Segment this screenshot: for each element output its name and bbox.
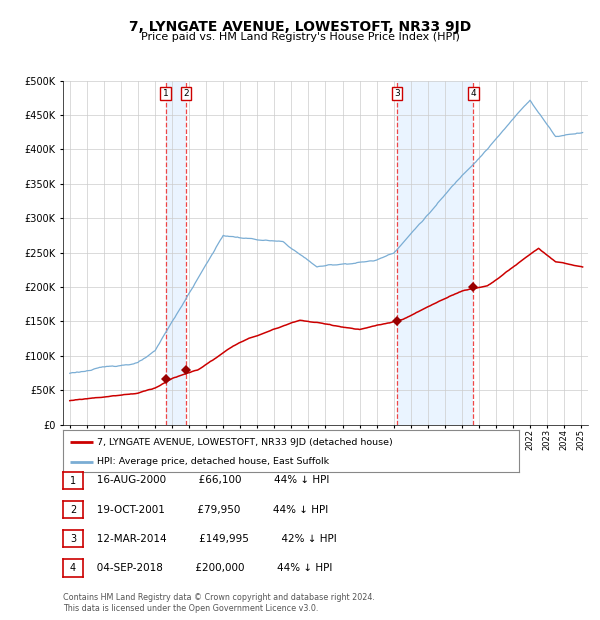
Text: HPI: Average price, detached house, East Suffolk: HPI: Average price, detached house, East… [97,458,329,466]
Text: 1: 1 [70,476,76,485]
Text: 2: 2 [70,505,76,515]
Text: 4: 4 [470,89,476,98]
Text: 1: 1 [163,89,169,98]
Text: 7, LYNGATE AVENUE, LOWESTOFT, NR33 9JD (detached house): 7, LYNGATE AVENUE, LOWESTOFT, NR33 9JD (… [97,438,393,446]
Text: 12-MAR-2014          £149,995          42% ↓ HPI: 12-MAR-2014 £149,995 42% ↓ HPI [87,534,337,544]
Text: 3: 3 [70,534,76,544]
Text: 19-OCT-2001          £79,950          44% ↓ HPI: 19-OCT-2001 £79,950 44% ↓ HPI [87,505,328,515]
Text: Price paid vs. HM Land Registry's House Price Index (HPI): Price paid vs. HM Land Registry's House … [140,32,460,42]
Text: 3: 3 [394,89,400,98]
Bar [397,81,473,425]
Text: 7, LYNGATE AVENUE, LOWESTOFT, NR33 9JD: 7, LYNGATE AVENUE, LOWESTOFT, NR33 9JD [129,20,471,34]
Text: 4: 4 [70,563,76,573]
Text: 2: 2 [183,89,188,98]
Text: Contains HM Land Registry data © Crown copyright and database right 2024.
This d: Contains HM Land Registry data © Crown c… [63,593,375,613]
Text: 04-SEP-2018          £200,000          44% ↓ HPI: 04-SEP-2018 £200,000 44% ↓ HPI [87,563,332,573]
Text: 16-AUG-2000          £66,100          44% ↓ HPI: 16-AUG-2000 £66,100 44% ↓ HPI [87,476,329,485]
Bar [166,81,186,425]
